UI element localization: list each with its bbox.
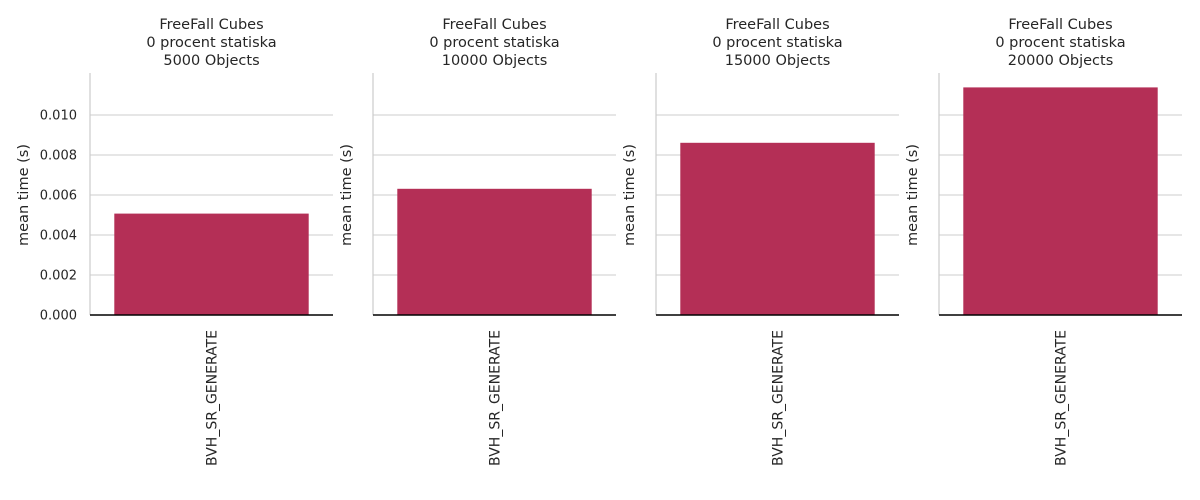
y-axis-label: mean time (s) — [16, 144, 32, 246]
chart-title-line: FreeFall Cubes — [159, 17, 263, 33]
bar — [397, 188, 592, 315]
chart-panel-2: mean time (s) BVH_SR_GENERATE FreeFall Cub… — [339, 17, 616, 466]
y-axis-label: mean time (s) — [339, 144, 355, 246]
y-tick-label: 0.000 — [40, 309, 77, 324]
chart-title-line: 20000 Objects — [1008, 53, 1114, 69]
x-category-label: BVH_SR_GENERATE — [771, 330, 787, 466]
chart-panel-3: mean time (s) BVH_SR_GENERATE FreeFall Cub… — [622, 17, 899, 466]
y-tick-label: 0.008 — [40, 149, 77, 164]
chart-title-line: 0 procent statiska — [429, 35, 559, 51]
chart-title-line: 5000 Objects — [163, 53, 259, 69]
chart-title-line: 0 procent statiska — [146, 35, 276, 51]
chart-title-line: FreeFall Cubes — [725, 17, 829, 33]
chart-title-line: 0 procent statiska — [712, 35, 842, 51]
bar — [963, 87, 1158, 316]
x-category-label: BVH_SR_GENERATE — [1054, 330, 1070, 466]
chart-panel-4: mean time (s) BVH_SR_GENERATE FreeFall Cub… — [905, 17, 1182, 466]
y-tick-label: 0.004 — [40, 229, 77, 244]
y-axis-label: mean time (s) — [622, 144, 638, 246]
x-category-label: BVH_SR_GENERATE — [488, 330, 504, 466]
y-axis-label: mean time (s) — [905, 144, 921, 246]
chart-title-line: 0 procent statiska — [995, 35, 1125, 51]
bar — [114, 213, 309, 315]
bar — [680, 142, 875, 315]
y-tick-label: 0.006 — [40, 189, 77, 204]
x-category-label: BVH_SR_GENERATE — [205, 330, 221, 466]
chart-title-line: 15000 Objects — [725, 53, 831, 69]
y-tick-label: 0.002 — [40, 269, 77, 284]
chart-title-line: FreeFall Cubes — [442, 17, 546, 33]
chart-title-line: 10000 Objects — [442, 53, 548, 69]
chart-title-line: FreeFall Cubes — [1008, 17, 1112, 33]
y-tick-label: 0.010 — [40, 109, 77, 124]
chart-panel-1: 0.000 0.002 0.004 0.006 0.008 0.010 mean time … — [16, 17, 333, 466]
